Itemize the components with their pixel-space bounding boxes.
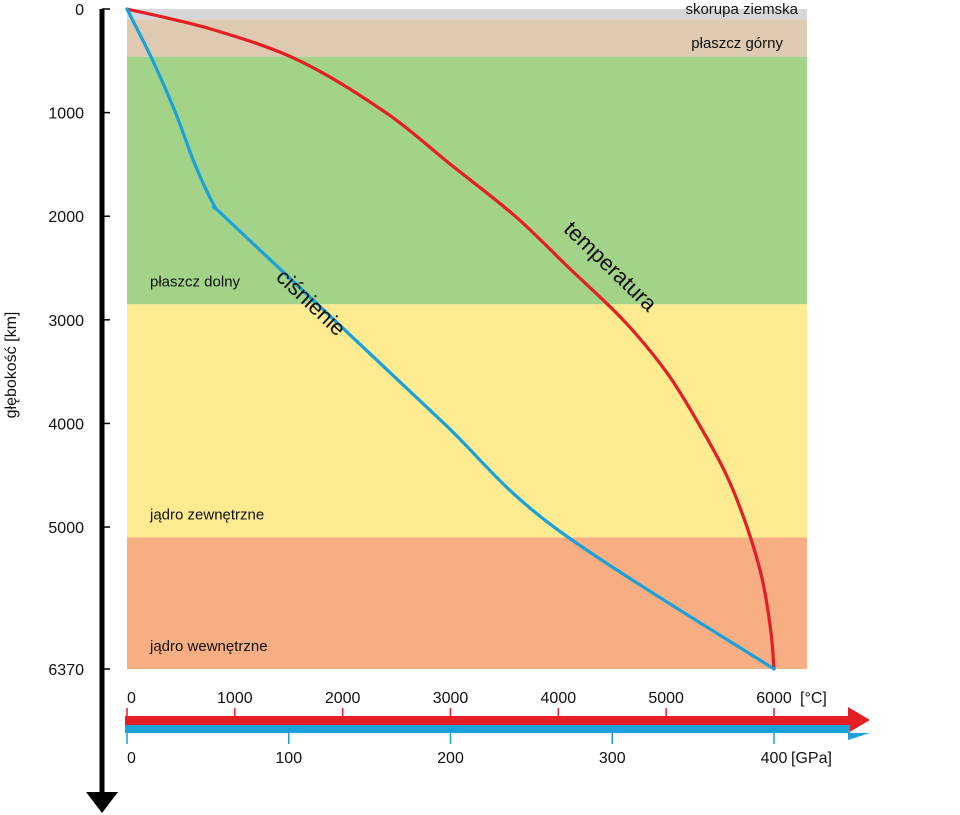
temperature-unit-label: [°C] [800, 690, 827, 707]
depth-tick-label: 1000 [48, 106, 84, 123]
layer-band-plaszcz-dolny [127, 56, 807, 305]
layer-labels: skorupa ziemska płaszcz górny płaszcz doln… [149, 1, 799, 655]
layer-label-jadro-wewnetrzne: jądro wewnętrzne [149, 638, 268, 655]
depth-tick-label: 3000 [48, 313, 84, 330]
layer-band-jadro-zewnetrzne [127, 304, 807, 538]
temperature-tick-label: 5000 [648, 690, 684, 707]
depth-tick-label: 0 [75, 2, 84, 19]
layer-label-skorupa-ziemska: skorupa ziemska [685, 1, 798, 18]
depth-tick-label: 6370 [48, 662, 84, 679]
pressure-tick-label: 400 [761, 750, 788, 767]
pressure-tick-label: 300 [599, 750, 626, 767]
value-axes: 0 1000 2000 3000 4000 5000 6000 [°C] 0 100 200 300 4… [125, 690, 870, 767]
series-line-cisnienie [125, 7, 776, 671]
layer-label-plaszcz-gorny: płaszcz górny [691, 35, 783, 52]
series-line-temperatura [125, 7, 776, 671]
pressure-tick-label: 0 [127, 750, 136, 767]
depth-tick-label: 2000 [48, 209, 84, 226]
depth-axis: 0 1000 2000 3000 4000 5000 6370 [48, 2, 118, 813]
layer-label-jadro-zewnetrzne: jądro zewnętrzne [149, 506, 264, 523]
temperature-tick-label: 3000 [433, 690, 469, 707]
pressure-unit-label: [GPa] [791, 750, 832, 767]
layer-bands [127, 9, 807, 669]
pressure-tick-label: 100 [275, 750, 302, 767]
temperature-axis-bar [125, 716, 850, 725]
temperature-tick-label: 0 [127, 690, 136, 707]
temperature-tick-label: 1000 [217, 690, 253, 707]
y-axis-label: głębokość [km] [3, 312, 20, 419]
depth-tick-label: 5000 [48, 520, 84, 537]
depth-axis-arrowhead [86, 792, 118, 813]
layer-band-skorupa-ziemska [127, 9, 807, 20]
layer-label-plaszcz-dolny: płaszcz dolny [150, 273, 241, 290]
pressure-axis-arrowhead [848, 733, 870, 740]
depth-tick-label: 4000 [48, 416, 84, 433]
temperature-tick-label: 4000 [541, 690, 577, 707]
temperature-axis-arrowhead [848, 707, 870, 733]
layer-band-jadro-wewnetrzne [127, 537, 807, 669]
temperature-tick-label: 6000 [756, 690, 792, 707]
pressure-axis-bar [125, 725, 850, 733]
temperature-tick-label: 2000 [325, 690, 361, 707]
pressure-tick-label: 200 [437, 750, 464, 767]
